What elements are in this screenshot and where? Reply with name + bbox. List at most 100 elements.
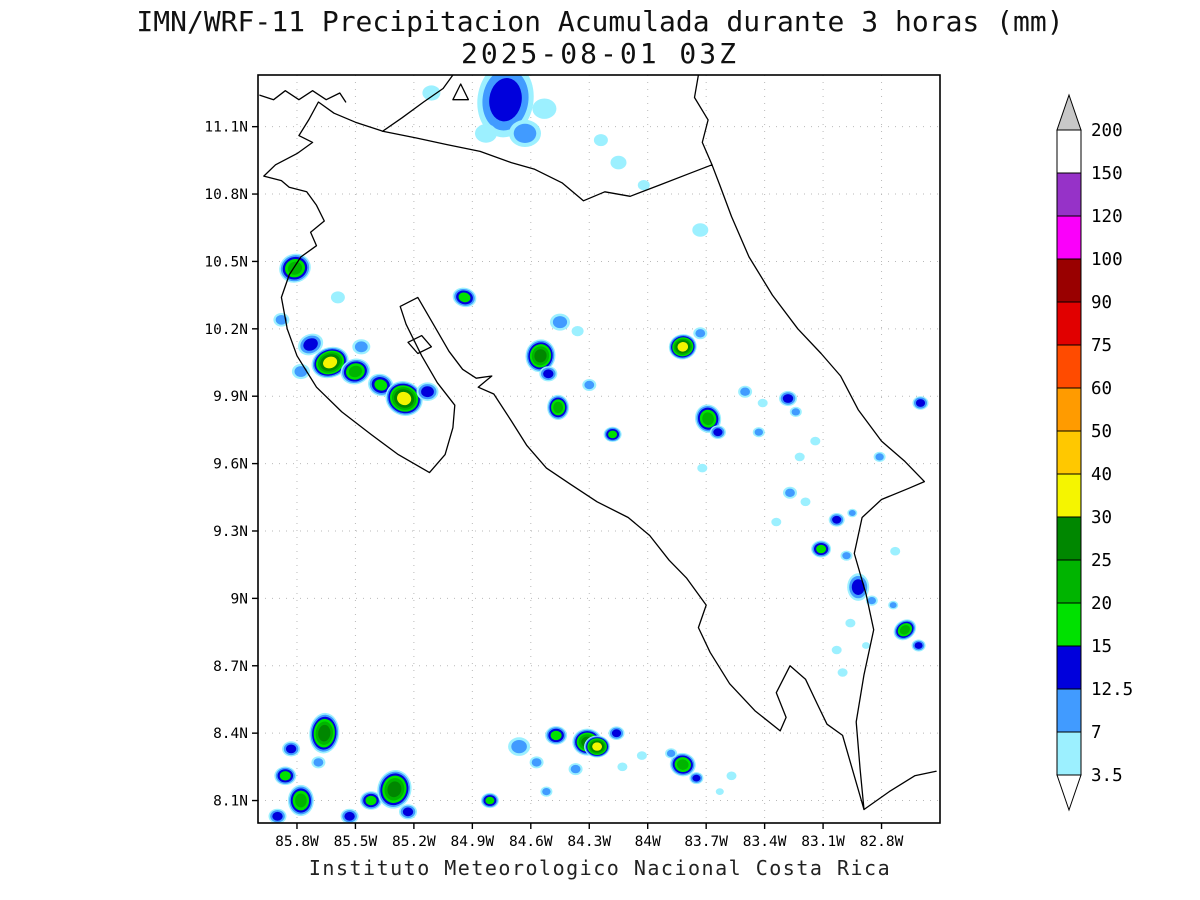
precip-cell (800, 497, 811, 507)
panama-coast (863, 770, 937, 811)
costa-rica-outline (263, 101, 926, 811)
precip-cell (279, 771, 291, 781)
precip-cell (697, 463, 708, 473)
colorbar-segment (1056, 215, 1082, 260)
precip-cell (553, 401, 563, 414)
y-tick-label: 10.5N (204, 254, 248, 270)
x-tick-label: 84W (635, 834, 661, 850)
precip-cell (610, 155, 627, 170)
colorbar-segment (1056, 387, 1082, 432)
precip-cell (845, 618, 856, 628)
precip-cell (915, 399, 926, 407)
precip-cell (791, 408, 800, 416)
colorbar-tick-label: 3.5 (1091, 766, 1123, 786)
colorbar-tick-label: 60 (1091, 379, 1112, 399)
precip-cell (354, 341, 368, 353)
precip-cell (511, 740, 527, 754)
precip-cell (899, 625, 910, 635)
y-tick-label: 8.4N (213, 726, 248, 742)
y-tick-label: 10.8N (204, 187, 248, 203)
precip-cell (617, 762, 628, 772)
y-tick-label: 10.2N (204, 322, 248, 338)
precip-cell (677, 341, 689, 352)
y-tick-label: 9.9N (213, 389, 248, 405)
colorbar-segment (1056, 731, 1082, 776)
precip-cell (757, 398, 768, 408)
precip-cell (285, 744, 297, 754)
precip-cell (890, 546, 901, 556)
plot-frame (257, 74, 941, 824)
colorbar-segment (1056, 301, 1082, 346)
chart-subtitle: 2025-08-01 03Z (460, 37, 739, 70)
y-tick-label: 11.1N (204, 120, 248, 136)
precip-cell (294, 366, 308, 377)
precip-cell (914, 642, 923, 649)
x-tick-label: 84.3W (567, 834, 611, 850)
x-tick-label: 84.9W (451, 834, 495, 850)
colorbar-over-arrow (1056, 93, 1082, 131)
colorbar-tick-label: 100 (1091, 250, 1123, 270)
grid-layer (258, 75, 940, 823)
precip-cell (485, 796, 495, 805)
precip-cell (831, 645, 842, 655)
precip-cell (740, 387, 750, 396)
x-tick-label: 83.7W (684, 834, 728, 850)
precip-cell (837, 668, 848, 677)
lake-nicaragua-ne-shore (382, 75, 454, 132)
x-tick-label: 82.8W (860, 834, 904, 850)
nicaragua-caribbean-coast (693, 75, 713, 166)
precip-cell (842, 552, 851, 560)
precip-cell (593, 134, 608, 147)
precip-cell (608, 430, 618, 439)
precip-cell (422, 85, 441, 101)
precip-cell (666, 749, 676, 758)
precip-cell (330, 291, 345, 304)
precip-cell (421, 386, 434, 398)
colorbar-segment (1056, 430, 1082, 475)
x-tick-label: 85.8W (275, 834, 319, 850)
precip-cell (867, 597, 876, 605)
precip-cell (489, 77, 522, 122)
precip-cell (785, 488, 795, 497)
x-tick-label: 84.6W (509, 834, 553, 850)
precip-cell (851, 579, 865, 595)
colorbar-segment (1056, 688, 1082, 733)
colorbar-segment (1056, 129, 1082, 174)
precip-cell (782, 394, 794, 403)
precip-cell (323, 356, 338, 369)
precip-cell (272, 811, 283, 821)
colorbar-tick-label: 25 (1091, 551, 1112, 571)
precip-cell (542, 788, 551, 796)
footer-caption: Instituto Meteorologico Nacional Costa R… (308, 856, 892, 880)
x-tick-label: 83.4W (743, 834, 787, 850)
chart-title: IMN/WRF-11 Precipitacion Acumulada duran… (136, 5, 1064, 38)
precip-cell (458, 292, 471, 303)
colorbar-tick-label: 7 (1091, 723, 1102, 743)
island-outline (452, 83, 470, 101)
colorbar-segment (1056, 602, 1082, 647)
precip-cell (702, 412, 714, 426)
colorbar-tick-label: 15 (1091, 637, 1112, 657)
precip-cell (695, 329, 706, 338)
precip-cell (531, 758, 542, 767)
precip-cell (552, 316, 568, 329)
precip-cell (636, 751, 647, 760)
precip-layer (268, 75, 929, 823)
precip-cell (726, 771, 737, 781)
colorbar-tick-label: 200 (1091, 121, 1123, 141)
colorbar-segment (1056, 645, 1082, 690)
colorbar-tick-label: 20 (1091, 594, 1112, 614)
precip-cell (344, 811, 355, 821)
precip-cell (771, 517, 782, 527)
y-tick-label: 9N (231, 591, 248, 607)
precip-cell (832, 515, 842, 524)
precip-cell (374, 379, 388, 391)
precip-cell (295, 793, 307, 808)
precip-cell (875, 453, 884, 461)
precip-cell (402, 807, 414, 817)
precip-cell (532, 98, 557, 119)
precip-cell (889, 602, 897, 609)
colorbar-segment (1056, 473, 1082, 518)
y-tick-label: 9.6N (213, 457, 248, 473)
